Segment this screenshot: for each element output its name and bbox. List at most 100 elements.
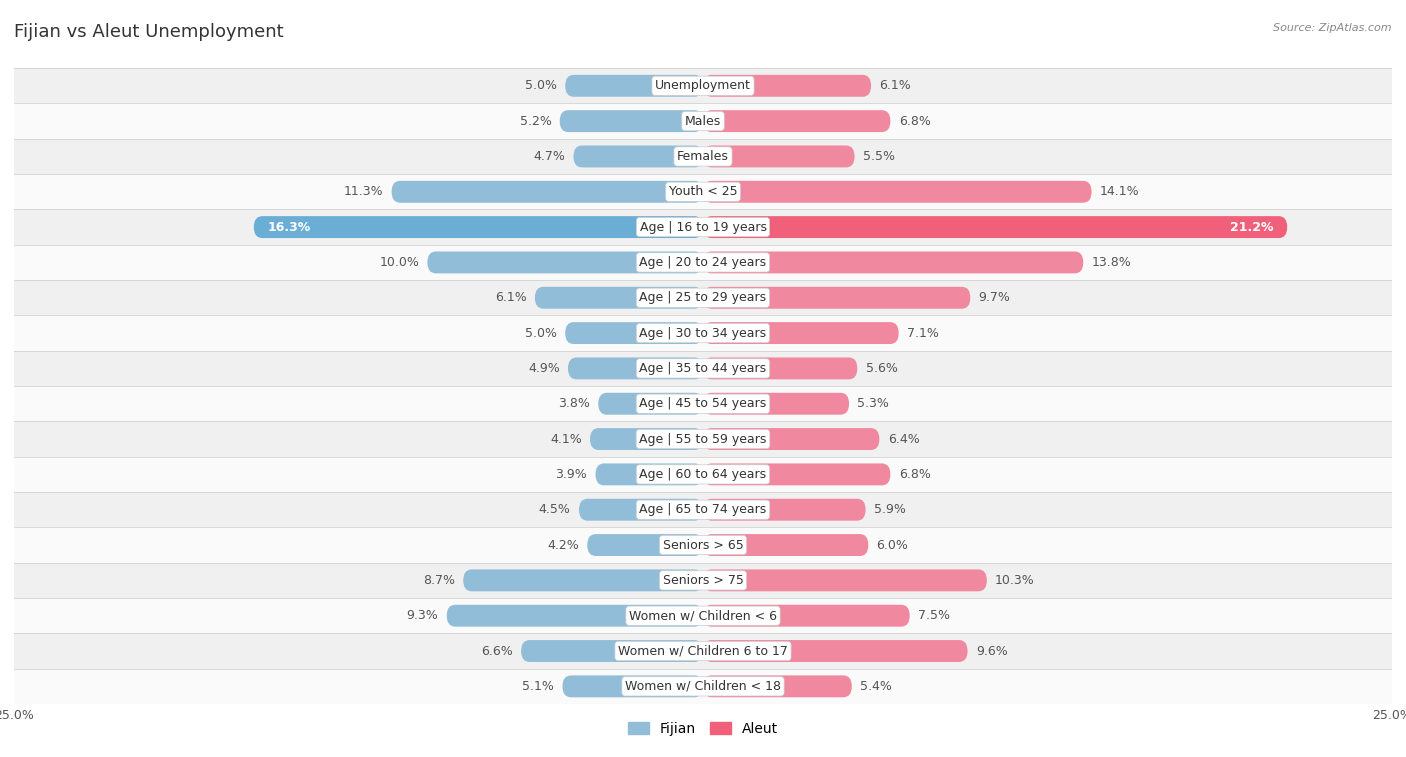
Bar [14, 492, 1392, 528]
Text: Age | 16 to 19 years: Age | 16 to 19 years [640, 220, 766, 234]
FancyBboxPatch shape [703, 111, 890, 132]
Text: 6.1%: 6.1% [495, 291, 527, 304]
Text: Unemployment: Unemployment [655, 79, 751, 92]
Text: 5.3%: 5.3% [858, 397, 889, 410]
Text: 8.7%: 8.7% [423, 574, 456, 587]
Text: 16.3%: 16.3% [267, 220, 311, 234]
Text: 11.3%: 11.3% [343, 185, 384, 198]
Text: Age | 65 to 74 years: Age | 65 to 74 years [640, 503, 766, 516]
FancyBboxPatch shape [703, 217, 1288, 238]
FancyBboxPatch shape [703, 675, 852, 697]
FancyBboxPatch shape [703, 534, 869, 556]
Text: Age | 55 to 59 years: Age | 55 to 59 years [640, 432, 766, 446]
FancyBboxPatch shape [703, 428, 879, 450]
Text: 3.9%: 3.9% [555, 468, 588, 481]
Text: 6.8%: 6.8% [898, 114, 931, 128]
FancyBboxPatch shape [703, 145, 855, 167]
FancyBboxPatch shape [599, 393, 703, 415]
Text: Females: Females [678, 150, 728, 163]
Text: Fijian vs Aleut Unemployment: Fijian vs Aleut Unemployment [14, 23, 284, 41]
Text: 3.8%: 3.8% [558, 397, 591, 410]
Text: 7.1%: 7.1% [907, 326, 939, 340]
FancyBboxPatch shape [392, 181, 703, 203]
Text: Age | 20 to 24 years: Age | 20 to 24 years [640, 256, 766, 269]
Text: 10.3%: 10.3% [995, 574, 1035, 587]
Text: 5.5%: 5.5% [863, 150, 894, 163]
Text: Age | 25 to 29 years: Age | 25 to 29 years [640, 291, 766, 304]
Text: 5.4%: 5.4% [860, 680, 891, 693]
FancyBboxPatch shape [565, 322, 703, 344]
FancyBboxPatch shape [254, 217, 703, 238]
FancyBboxPatch shape [703, 499, 866, 521]
FancyBboxPatch shape [427, 251, 703, 273]
Text: Seniors > 75: Seniors > 75 [662, 574, 744, 587]
FancyBboxPatch shape [591, 428, 703, 450]
Text: Seniors > 65: Seniors > 65 [662, 538, 744, 552]
FancyBboxPatch shape [703, 569, 987, 591]
Bar [14, 210, 1392, 245]
Text: 5.9%: 5.9% [875, 503, 905, 516]
Bar [14, 422, 1392, 456]
Text: 21.2%: 21.2% [1230, 220, 1274, 234]
Legend: Fijian, Aleut: Fijian, Aleut [623, 716, 783, 742]
Text: 5.0%: 5.0% [524, 79, 557, 92]
Bar [14, 280, 1392, 316]
Text: Age | 30 to 34 years: Age | 30 to 34 years [640, 326, 766, 340]
Text: Age | 35 to 44 years: Age | 35 to 44 years [640, 362, 766, 375]
FancyBboxPatch shape [596, 463, 703, 485]
Text: 9.6%: 9.6% [976, 644, 1008, 658]
Text: 14.1%: 14.1% [1099, 185, 1139, 198]
FancyBboxPatch shape [703, 357, 858, 379]
FancyBboxPatch shape [447, 605, 703, 627]
Text: 5.0%: 5.0% [524, 326, 557, 340]
Text: 6.1%: 6.1% [879, 79, 911, 92]
FancyBboxPatch shape [703, 605, 910, 627]
Text: 6.4%: 6.4% [887, 432, 920, 446]
FancyBboxPatch shape [463, 569, 703, 591]
Text: 10.0%: 10.0% [380, 256, 419, 269]
FancyBboxPatch shape [579, 499, 703, 521]
Text: 6.6%: 6.6% [481, 644, 513, 658]
FancyBboxPatch shape [560, 111, 703, 132]
Text: Age | 60 to 64 years: Age | 60 to 64 years [640, 468, 766, 481]
Bar [14, 668, 1392, 704]
Bar [14, 350, 1392, 386]
FancyBboxPatch shape [703, 251, 1083, 273]
FancyBboxPatch shape [574, 145, 703, 167]
FancyBboxPatch shape [703, 640, 967, 662]
Text: 4.2%: 4.2% [547, 538, 579, 552]
Bar [14, 562, 1392, 598]
FancyBboxPatch shape [703, 463, 890, 485]
FancyBboxPatch shape [565, 75, 703, 97]
Bar [14, 598, 1392, 634]
Text: Women w/ Children < 6: Women w/ Children < 6 [628, 609, 778, 622]
Bar [14, 386, 1392, 422]
Text: 4.9%: 4.9% [527, 362, 560, 375]
Text: Women w/ Children 6 to 17: Women w/ Children 6 to 17 [619, 644, 787, 658]
FancyBboxPatch shape [568, 357, 703, 379]
FancyBboxPatch shape [534, 287, 703, 309]
Text: 5.1%: 5.1% [522, 680, 554, 693]
Bar [14, 456, 1392, 492]
FancyBboxPatch shape [703, 287, 970, 309]
Text: 5.6%: 5.6% [866, 362, 897, 375]
Text: Source: ZipAtlas.com: Source: ZipAtlas.com [1274, 23, 1392, 33]
FancyBboxPatch shape [703, 181, 1091, 203]
Text: 4.5%: 4.5% [538, 503, 571, 516]
Text: 5.2%: 5.2% [520, 114, 551, 128]
Bar [14, 316, 1392, 350]
Text: Women w/ Children < 18: Women w/ Children < 18 [626, 680, 780, 693]
Bar [14, 174, 1392, 210]
Text: 6.8%: 6.8% [898, 468, 931, 481]
Text: 4.7%: 4.7% [533, 150, 565, 163]
FancyBboxPatch shape [703, 322, 898, 344]
Bar [14, 245, 1392, 280]
FancyBboxPatch shape [522, 640, 703, 662]
Text: 6.0%: 6.0% [876, 538, 908, 552]
Bar [14, 104, 1392, 139]
FancyBboxPatch shape [703, 75, 872, 97]
Text: 9.3%: 9.3% [406, 609, 439, 622]
FancyBboxPatch shape [588, 534, 703, 556]
Text: Youth < 25: Youth < 25 [669, 185, 737, 198]
Bar [14, 139, 1392, 174]
